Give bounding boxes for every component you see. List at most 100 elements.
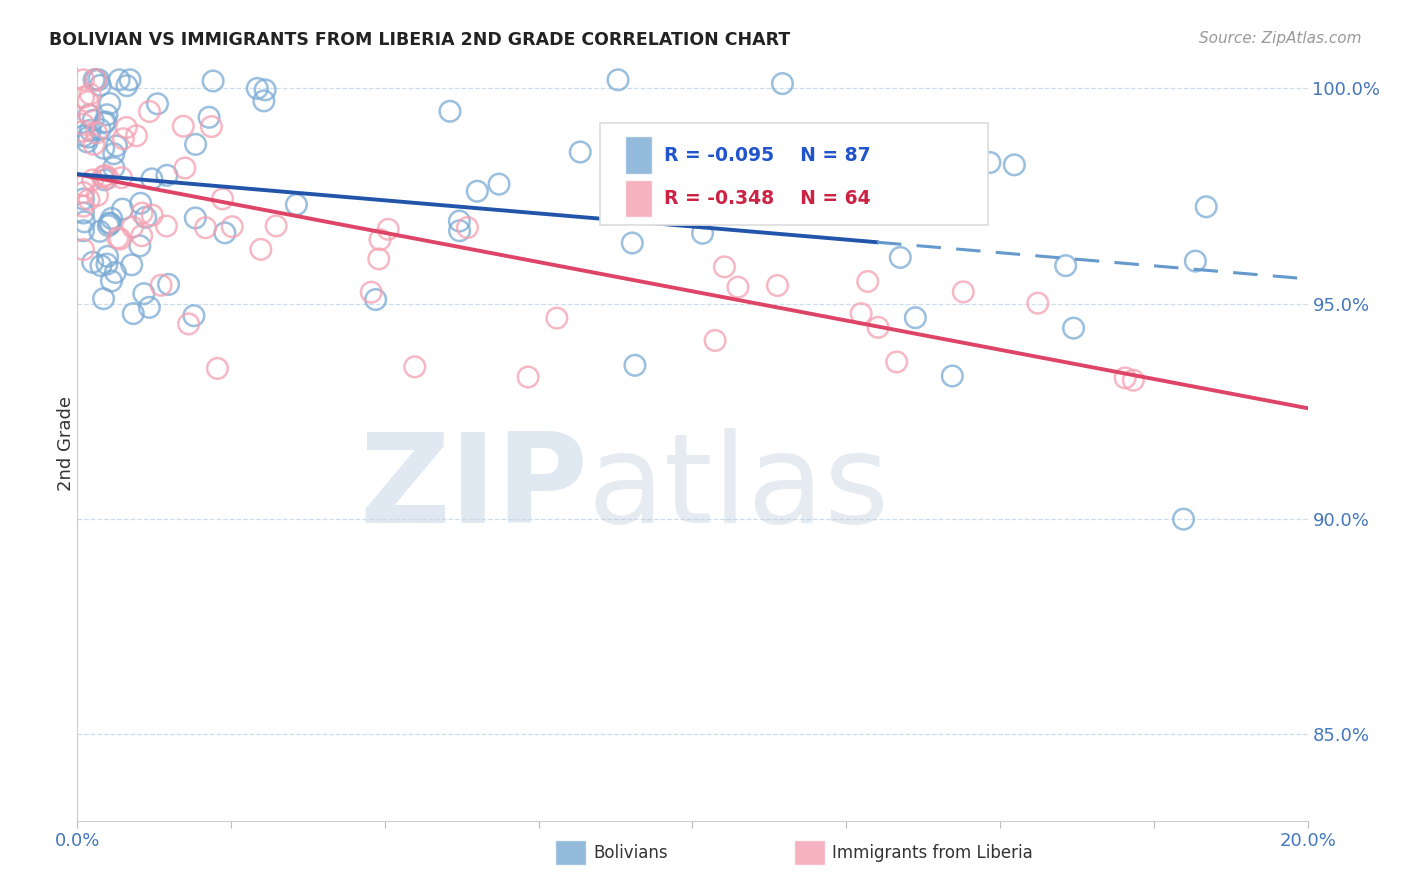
Point: [103, 146, 125, 161]
Point: [1002, 158, 1025, 172]
Point: [115, 78, 138, 93]
Point: [285, 197, 308, 211]
Point: [82, 173, 104, 187]
Point: [1054, 259, 1077, 273]
Point: [76, 135, 98, 149]
FancyBboxPatch shape: [624, 179, 652, 218]
Point: [253, 94, 276, 108]
Point: [254, 83, 277, 97]
Point: [132, 286, 155, 301]
Point: [367, 252, 389, 266]
Point: [904, 310, 927, 325]
Point: [221, 219, 243, 234]
Point: [72, 117, 94, 131]
Point: [93, 292, 115, 306]
Point: [72, 224, 94, 238]
Point: [107, 231, 129, 245]
Point: [97, 171, 120, 186]
Point: [368, 233, 391, 247]
Point: [868, 320, 890, 334]
Point: [246, 81, 269, 95]
Point: [634, 168, 657, 182]
Point: [104, 265, 127, 279]
Point: [1122, 373, 1144, 387]
Point: [98, 216, 121, 230]
Point: [546, 311, 568, 326]
Point: [118, 72, 141, 87]
Point: [100, 274, 122, 288]
Point: [72, 206, 94, 220]
Point: [449, 224, 471, 238]
Point: [155, 219, 177, 233]
Point: [465, 184, 488, 198]
Point: [72, 178, 94, 193]
Point: [83, 72, 105, 87]
FancyBboxPatch shape: [600, 123, 988, 225]
Point: [1026, 296, 1049, 310]
Point: [72, 186, 94, 200]
Point: [377, 222, 399, 236]
Point: [93, 169, 115, 184]
Point: [856, 275, 879, 289]
Point: [875, 162, 897, 177]
Point: [693, 196, 716, 211]
Y-axis label: 2nd Grade: 2nd Grade: [58, 396, 75, 491]
Point: [72, 192, 94, 206]
Point: [82, 113, 104, 128]
Point: [83, 137, 105, 152]
Point: [404, 359, 426, 374]
Point: [111, 202, 134, 216]
Point: [121, 219, 143, 234]
Point: [84, 72, 107, 87]
Point: [207, 361, 229, 376]
Point: [93, 141, 115, 155]
Point: [77, 193, 100, 207]
Point: [1195, 200, 1218, 214]
Point: [72, 72, 94, 87]
Point: [96, 257, 118, 271]
Point: [650, 147, 672, 161]
Point: [607, 72, 630, 87]
Point: [766, 278, 789, 293]
Point: [131, 206, 153, 220]
Point: [150, 278, 173, 293]
Point: [121, 258, 143, 272]
Point: [138, 301, 160, 315]
Point: [979, 155, 1001, 169]
Point: [100, 211, 122, 226]
Point: [103, 161, 125, 175]
Point: [727, 280, 749, 294]
Point: [141, 208, 163, 222]
Point: [115, 120, 138, 135]
Point: [97, 249, 120, 263]
Point: [250, 243, 273, 257]
Point: [131, 228, 153, 243]
Point: [202, 74, 225, 88]
Point: [93, 173, 115, 187]
Point: [364, 293, 387, 307]
Point: [72, 243, 94, 257]
Point: [439, 104, 461, 119]
Point: [108, 232, 131, 246]
Point: [198, 111, 221, 125]
Point: [97, 219, 120, 233]
Point: [73, 215, 96, 229]
Point: [200, 120, 222, 134]
Point: [89, 224, 111, 238]
Point: [156, 169, 179, 183]
Point: [1063, 321, 1085, 335]
FancyBboxPatch shape: [624, 136, 652, 174]
Point: [1114, 371, 1136, 385]
Point: [184, 137, 207, 152]
Point: [105, 139, 128, 153]
Point: [125, 128, 148, 143]
Point: [135, 211, 157, 225]
Point: [456, 220, 478, 235]
Point: [449, 214, 471, 228]
Point: [129, 196, 152, 211]
Point: [941, 369, 963, 384]
Text: R = -0.348    N = 64: R = -0.348 N = 64: [664, 189, 870, 208]
Point: [624, 359, 647, 373]
Point: [713, 260, 735, 274]
Point: [214, 226, 236, 240]
